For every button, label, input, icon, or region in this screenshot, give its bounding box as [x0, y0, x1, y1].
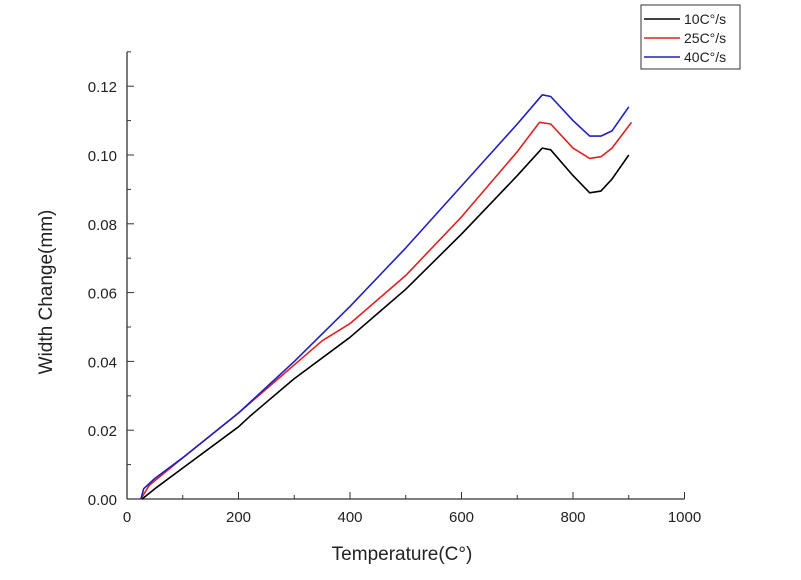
x-tick-label: 0: [123, 509, 131, 526]
y-axis-label: Width Change(mm): [36, 210, 57, 375]
legend: 10C°/s 25C°/s 40C°/s: [640, 4, 741, 70]
series-line-1: [140, 121, 633, 500]
x-tick-label: 1000: [668, 509, 701, 526]
x-axis-label: Temperature(C°): [332, 544, 473, 565]
y-tick-label: 0.04: [88, 354, 117, 371]
series-line-0: [141, 147, 630, 500]
y-tick-label: 0.10: [88, 148, 117, 165]
x-tick-label: 600: [449, 509, 474, 526]
legend-label: 25C°/s: [684, 30, 726, 46]
y-tick-label: 0.12: [88, 79, 117, 96]
y-tick-label: 0.08: [88, 217, 117, 234]
x-tick-label: 400: [337, 509, 362, 526]
series-line-2: [140, 94, 630, 500]
x-tick-label: 200: [226, 509, 251, 526]
y-tick-label: 0.00: [88, 492, 117, 509]
series-lines: [140, 94, 633, 500]
legend-box: [640, 4, 741, 70]
axes: 0 200 400 600 800 1000 0.00 0.02 0.04 0.06 0.08 0.1…: [88, 51, 701, 526]
y-tick-label: 0.02: [88, 423, 117, 440]
x-tick-label: 800: [560, 509, 585, 526]
legend-label: 40C°/s: [684, 49, 726, 65]
legend-label: 10C°/s: [684, 11, 726, 27]
y-tick-label: 0.06: [88, 286, 117, 303]
